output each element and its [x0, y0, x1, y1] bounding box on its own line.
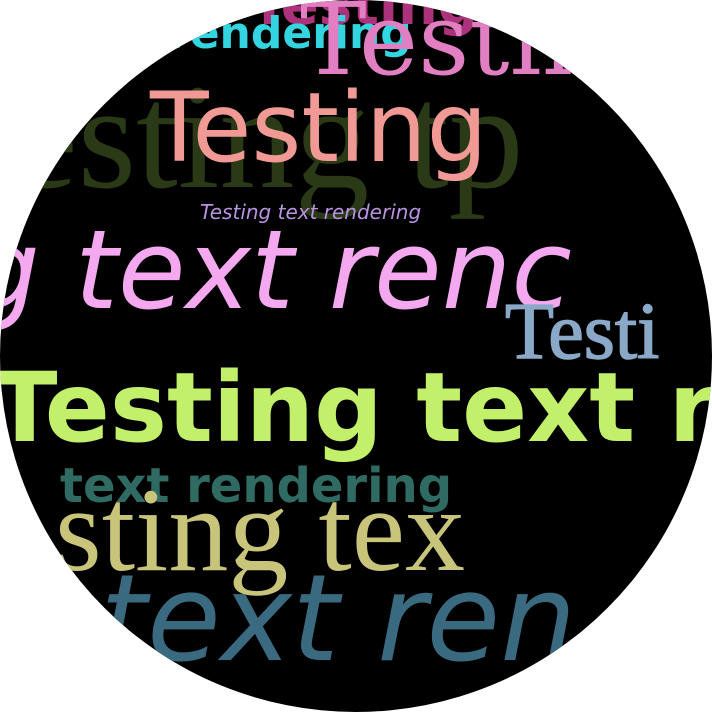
- teal-text-rendering-text: text rendering: [60, 458, 453, 514]
- khaki-sting-text: sting tex: [55, 463, 465, 596]
- pink-script-line-text: g text renc: [0, 206, 572, 334]
- salmon-testing-text: Testing: [150, 72, 488, 184]
- pink-large-testin-text: Testin: [300, 0, 607, 98]
- blue-script-text: text ren: [100, 550, 577, 689]
- top-pink-ghost-text: Testing text: [250, 0, 626, 38]
- outline-testi-text: Testi: [504, 288, 660, 376]
- lime-testing-text: Testing text re: [0, 352, 712, 464]
- olive-testing-tp-text: Testing tp: [0, 54, 524, 220]
- cyan-rendering-text: rendering: [168, 8, 412, 59]
- lilac-small-script-text: Testing text rendering: [200, 200, 422, 224]
